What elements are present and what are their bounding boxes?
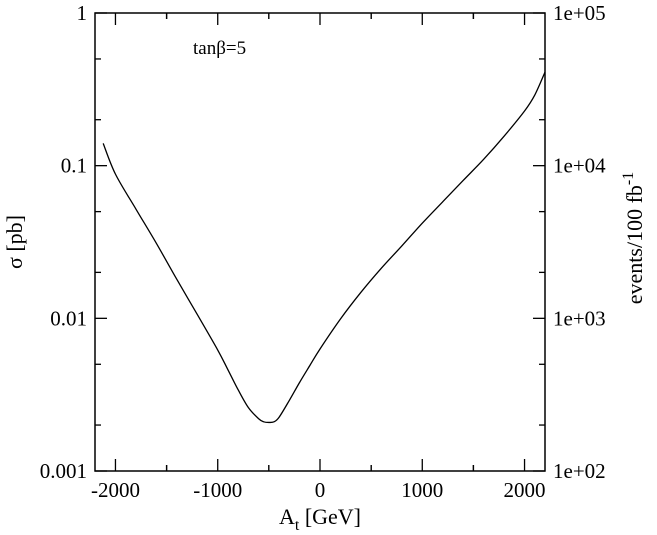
annotation-tanbeta: tanβ=5	[193, 38, 246, 59]
y2-axis-label-main: events/100 fb	[622, 185, 647, 304]
y-tick-label: 1	[77, 1, 88, 25]
y2-tick-label: 1e+05	[553, 1, 606, 25]
x-axis-label: At [GeV]	[279, 504, 361, 534]
ticks-layer: -2000 -1000 0 1000 2000 0.001 0.01 0.1 1 1e+02 1e+…	[40, 1, 606, 502]
y2-axis-label-superscript: -1	[620, 172, 637, 185]
y2-tick-label: 1e+03	[553, 306, 606, 330]
x-axis-label-rest: [GeV]	[299, 504, 361, 529]
x-tick-label: 2000	[504, 478, 546, 502]
x-tick-label: -2000	[91, 478, 140, 502]
y-tick-label: 0.01	[50, 306, 87, 330]
y2-axis-label: events/100 fb-1	[620, 172, 647, 304]
x-axis-label-subscript: t	[295, 517, 300, 534]
y2-tick-label: 1e+02	[553, 459, 606, 483]
x-tick-label: 1000	[401, 478, 443, 502]
x-tick-label: 0	[315, 478, 326, 502]
y2-tick-label: 1e+04	[553, 154, 606, 178]
y-tick-label: 0.1	[61, 154, 87, 178]
y-axis-label: σ [pb]	[2, 215, 27, 269]
x-axis-label-main: A	[279, 504, 295, 529]
plot-frame	[94, 12, 546, 472]
series-line	[102, 71, 546, 424]
y-tick-label: 0.001	[40, 459, 87, 483]
x-tick-label: -1000	[193, 478, 242, 502]
